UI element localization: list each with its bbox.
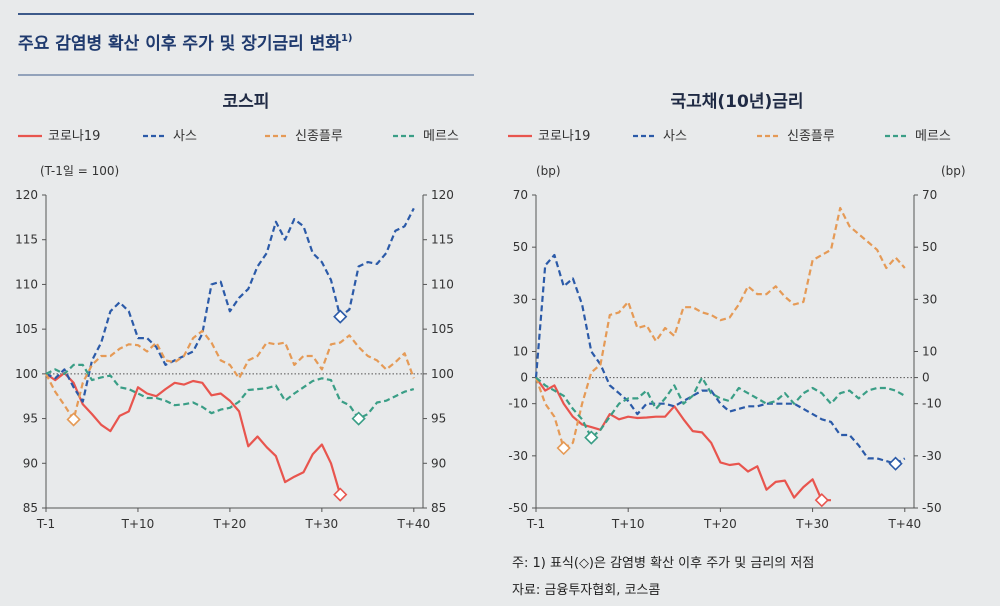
y-tick-label-right: 105 bbox=[431, 322, 454, 336]
y-unit-left: (T-1일 = 100) bbox=[40, 164, 119, 178]
series-line bbox=[535, 376, 906, 439]
series-line bbox=[45, 371, 342, 495]
x-tick-label: T-1 bbox=[36, 517, 55, 531]
x-tick-label: T+10 bbox=[611, 517, 645, 531]
figure-title-text: 주요 감염병 확산 이후 주가 및 장기금리 변화 bbox=[18, 33, 341, 54]
y-unit-left: (bp) bbox=[536, 164, 561, 178]
y-tick-label-left: 0 bbox=[520, 371, 528, 385]
legend-label: 메르스 bbox=[423, 129, 459, 144]
trough-marker bbox=[556, 440, 571, 456]
figure-title-sup: 1) bbox=[341, 33, 353, 44]
panel-title: 코스피 bbox=[223, 92, 270, 112]
series-line bbox=[534, 253, 906, 465]
x-tick-label: T+20 bbox=[703, 517, 737, 531]
y-tick-label-right: 90 bbox=[431, 456, 446, 470]
x-tick-label: T+20 bbox=[213, 517, 247, 531]
footnote: 주: 1) 표식(◇)은 감염병 확산 이후 주가 및 금리의 저점 bbox=[512, 556, 814, 571]
y-tick-label-right: 50 bbox=[922, 240, 937, 254]
trough-marker bbox=[333, 487, 348, 502]
trough-marker bbox=[888, 456, 903, 471]
y-tick-label-left: 95 bbox=[23, 412, 38, 426]
series-line bbox=[45, 363, 415, 420]
series-line bbox=[45, 207, 415, 403]
y-tick-label-left: 30 bbox=[513, 292, 528, 306]
x-tick-label: T+30 bbox=[305, 517, 339, 531]
trough-marker bbox=[333, 309, 348, 324]
legend-label: 사스 bbox=[663, 129, 687, 144]
y-tick-label-left: -30 bbox=[508, 449, 528, 463]
y-tick-label-left: 90 bbox=[23, 456, 38, 470]
y-unit-right: (bp) bbox=[941, 164, 966, 178]
series-line bbox=[45, 329, 415, 421]
y-tick-label-left: 50 bbox=[513, 240, 528, 254]
y-tick-label-right: 100 bbox=[431, 367, 454, 381]
y-tick-label-left: 85 bbox=[23, 501, 38, 515]
panel-title: 국고채(10년)금리 bbox=[670, 92, 803, 112]
trough-marker bbox=[66, 412, 81, 427]
y-tick-label-right: -10 bbox=[922, 397, 942, 411]
source-note: 자료: 금융투자협회, 코스콤 bbox=[512, 583, 660, 598]
y-tick-label-right: 115 bbox=[431, 233, 454, 247]
y-tick-label-left: 100 bbox=[15, 367, 38, 381]
y-tick-label-right: 85 bbox=[431, 501, 446, 515]
y-tick-label-left: -50 bbox=[508, 501, 528, 515]
y-tick-label-left: 115 bbox=[15, 233, 38, 247]
x-tick-label: T+10 bbox=[121, 517, 155, 531]
y-tick-label-right: 120 bbox=[431, 188, 454, 202]
y-tick-label-right: -30 bbox=[922, 449, 942, 463]
trough-marker bbox=[351, 411, 366, 426]
y-tick-label-left: 110 bbox=[15, 277, 38, 291]
trough-marker bbox=[584, 430, 599, 445]
y-tick-label-right: 110 bbox=[431, 277, 454, 291]
y-tick-label-right: -50 bbox=[922, 501, 942, 515]
y-tick-label-right: 70 bbox=[922, 188, 937, 202]
series-line bbox=[534, 206, 906, 450]
legend-label: 사스 bbox=[173, 129, 197, 144]
figure-title: 주요 감염병 확산 이후 주가 및 장기금리 변화1) bbox=[18, 33, 352, 54]
x-tick-label: T+40 bbox=[396, 517, 430, 531]
legend-label: 신종플루 bbox=[787, 129, 835, 144]
x-tick-label: T-1 bbox=[526, 517, 545, 531]
legend-label: 코로나19 bbox=[538, 129, 590, 144]
y-tick-label-left: 10 bbox=[513, 345, 528, 359]
trough-marker bbox=[814, 493, 829, 508]
y-tick-label-right: 10 bbox=[922, 345, 937, 359]
legend-label: 코로나19 bbox=[48, 129, 100, 144]
legend-label: 메르스 bbox=[915, 129, 951, 144]
x-tick-label: T+40 bbox=[887, 517, 921, 531]
y-tick-label-left: -10 bbox=[508, 397, 528, 411]
legend-label: 신종플루 bbox=[295, 129, 343, 144]
y-tick-label-left: 105 bbox=[15, 322, 38, 336]
y-tick-label-left: 120 bbox=[15, 188, 38, 202]
y-tick-label-right: 0 bbox=[922, 371, 930, 385]
x-tick-label: T+30 bbox=[795, 517, 829, 531]
y-tick-label-left: 70 bbox=[513, 188, 528, 202]
y-tick-label-right: 95 bbox=[431, 412, 446, 426]
y-tick-label-right: 30 bbox=[922, 292, 937, 306]
